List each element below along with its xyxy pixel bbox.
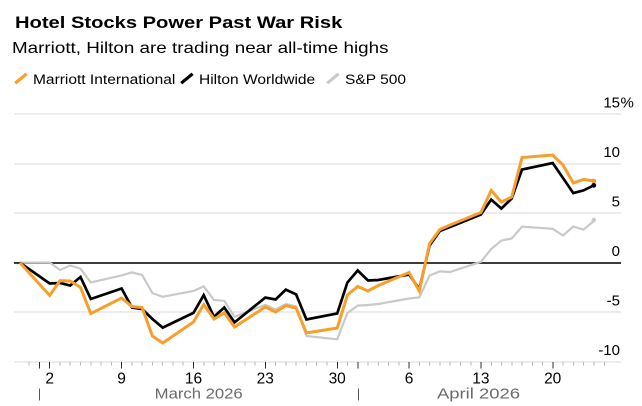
svg-text:-5: -5 (607, 293, 620, 310)
svg-text:5: 5 (612, 194, 620, 211)
svg-text:0: 0 (612, 243, 620, 260)
svg-text:10: 10 (603, 144, 620, 161)
svg-text:30: 30 (329, 371, 347, 388)
svg-text:23: 23 (257, 371, 274, 388)
svg-text:13: 13 (472, 371, 489, 388)
svg-text:-10: -10 (598, 342, 620, 359)
svg-text:16: 16 (185, 371, 202, 388)
svg-text:2: 2 (45, 371, 54, 388)
svg-text:6: 6 (405, 371, 414, 388)
svg-text:9: 9 (117, 371, 126, 388)
svg-text:March 2026: March 2026 (155, 387, 243, 403)
svg-text:%: % (621, 95, 634, 112)
svg-text:20: 20 (544, 371, 562, 388)
svg-text:15: 15 (603, 95, 620, 112)
svg-text:April 2026: April 2026 (437, 387, 520, 403)
